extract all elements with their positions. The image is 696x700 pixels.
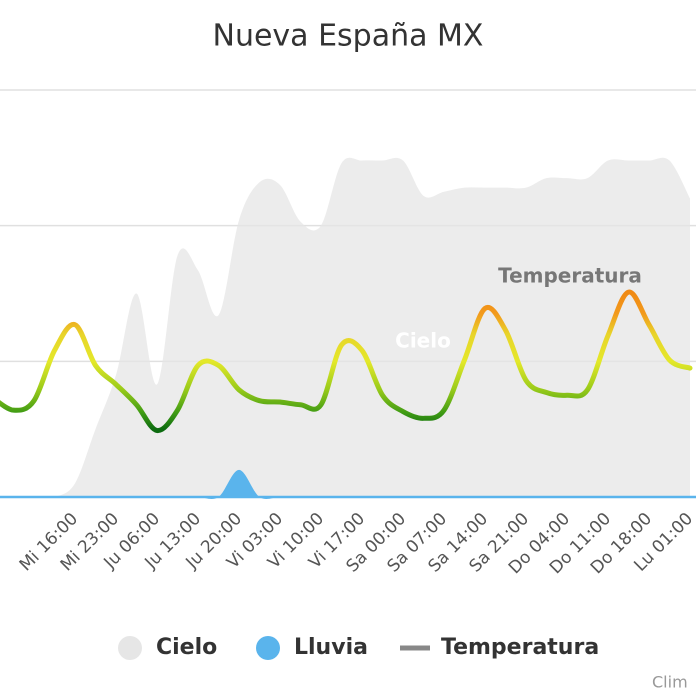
legend-label: Temperatura [441, 635, 599, 660]
plot-area [0, 157, 696, 499]
legend-marker [118, 636, 142, 660]
legend-marker [256, 636, 280, 660]
cloud-area [0, 157, 690, 498]
annotation: Temperatura [498, 264, 642, 288]
legend-label: Lluvia [294, 635, 368, 660]
temperature-line [0, 289, 693, 434]
annotation: Cielo [395, 329, 451, 353]
legend: Cielo Lluvia Temperatura [118, 635, 599, 660]
legend-label: Cielo [156, 635, 217, 660]
chart-title: Nueva España MX [213, 19, 484, 54]
credit: Clim [652, 673, 688, 692]
